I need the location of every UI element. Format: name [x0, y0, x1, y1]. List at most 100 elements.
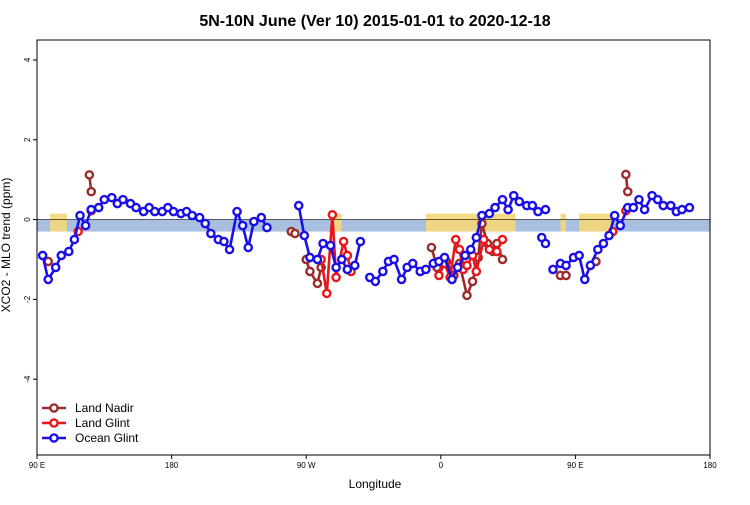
series-2-point-2-20: [490, 202, 500, 213]
series-2-point-2-2: [378, 266, 388, 277]
series-2-point-1-9: [350, 260, 360, 271]
legend-marker-1: [49, 418, 59, 428]
series-0-point-2-1: [290, 228, 300, 239]
series-2-point-0-6: [75, 210, 85, 221]
series-2-point-4-5: [579, 274, 590, 285]
series-2-point-4-11: [615, 220, 626, 231]
land-mask-2: [425, 213, 516, 232]
series-0-point-5-1: [561, 270, 571, 281]
series-1-point-2-3: [331, 272, 341, 283]
legend-marker-0: [49, 403, 59, 413]
series-2-point-4-17: [652, 194, 663, 205]
y-tick-label-2: 0: [23, 217, 32, 222]
series-2-point-0-7: [80, 220, 91, 231]
x-tick-label-0: 90 E: [29, 461, 45, 470]
plot-frame: [36, 39, 711, 456]
legend-label-1: Land Glint: [75, 416, 130, 430]
series-2-point-2-1: [370, 276, 381, 287]
series-1-point-3-0: [434, 270, 444, 281]
series-2-point-0-30: [224, 244, 235, 255]
series-2-point-0-36: [262, 222, 272, 233]
series-2-point-2-5: [396, 274, 407, 285]
plot-area: [37, 169, 710, 301]
chart-title: 5N-10N June (Ver 10) 2015-01-01 to 2020-…: [199, 13, 550, 30]
series-2-point-4-13: [628, 202, 639, 213]
series-0-point-4-6: [462, 290, 472, 301]
series-2-point-0-25: [194, 212, 205, 223]
series-1-point-3-9: [478, 234, 489, 245]
series-2-point-2-12: [439, 252, 450, 263]
series-2-point-4-10: [609, 210, 620, 221]
legend-label-2: Ocean Glint: [75, 431, 139, 445]
series-2-point-2-27: [533, 206, 543, 217]
x-tick-label-5: 180: [703, 461, 717, 470]
series-2-point-0-15: [131, 202, 141, 213]
series-2-point-0-13: [118, 194, 128, 205]
series-2-point-0-8: [86, 204, 97, 215]
series-2-point-4-21: [677, 204, 687, 215]
series-2-point-0-3: [56, 250, 67, 261]
x-tick-label-2: 90 W: [297, 461, 316, 470]
series-2-point-1-1: [299, 230, 310, 241]
series-2-point-2-16: [465, 244, 476, 255]
series-2-point-2-14: [452, 262, 463, 273]
series-2-point-4-8: [598, 238, 609, 249]
land-mask-1: [330, 213, 342, 232]
series-1-point-2-4: [338, 236, 349, 247]
series-1-point-2-2: [327, 209, 338, 220]
y-axis-label: XCO2 - MLO trend (ppm): [0, 178, 13, 313]
series-0-point-1-1: [86, 186, 97, 197]
series-2-point-1-7: [336, 254, 347, 265]
land-mask-0: [50, 213, 67, 232]
series-2-point-0-35: [256, 212, 267, 223]
series-0-point-7-0: [621, 169, 631, 180]
series-0-point-4-13: [497, 254, 508, 265]
series-2-point-0-2: [50, 262, 61, 273]
series-2-point-0-26: [200, 218, 211, 229]
series-2-point-2-7: [407, 258, 418, 269]
series-2: [37, 190, 695, 287]
series-2-point-2-28: [540, 204, 551, 215]
series-2-point-1-2: [305, 252, 315, 263]
series-2-point-0-24: [187, 210, 197, 221]
series-0-line-3: [304, 259, 323, 285]
series-1-point-3-6: [462, 260, 472, 271]
series-2-point-2-26: [527, 200, 538, 211]
series-2-point-1-6: [331, 262, 341, 273]
series-0-point-3-2: [312, 278, 323, 289]
series-2-point-4-4: [574, 250, 584, 261]
series-0-point-3-1: [305, 266, 315, 277]
series-2-point-0-21: [168, 206, 179, 217]
series-2-point-0-31: [232, 206, 242, 217]
land-mask-4: [579, 213, 611, 232]
background-band: [37, 219, 710, 232]
series-1-point-3-8: [471, 266, 482, 277]
series-2-point-4-6: [585, 260, 596, 271]
series-0-point-4-7: [467, 276, 478, 287]
x-tick-label-1: 180: [165, 461, 179, 470]
series-2-point-2-24: [514, 196, 525, 207]
series-2-point-0-33: [243, 242, 254, 253]
x-axis-label: Longitude: [349, 477, 402, 491]
y-tick-label-1: -2: [23, 295, 32, 303]
series-2-point-0-10: [99, 194, 110, 205]
series-2-point-0-4: [63, 246, 74, 257]
x-tick-label-4: 90 E: [567, 461, 583, 470]
series-2-point-1-10: [355, 236, 366, 247]
series-2-point-0-32: [237, 220, 248, 231]
series-0-point-4-0: [426, 242, 437, 253]
series-2-point-2-23: [508, 190, 519, 201]
y-tick-label-3: 2: [23, 137, 32, 142]
series-2-point-1-8: [342, 264, 353, 275]
series-2-point-2-15: [460, 250, 470, 261]
series-0-point-1-0: [84, 170, 95, 180]
series-2-point-3-1: [540, 238, 551, 249]
series-2-point-2-9: [421, 264, 431, 275]
x-tick-label-3: 0: [439, 461, 444, 470]
y-tick-label-4: 4: [23, 57, 32, 62]
legend-marker-2: [49, 433, 59, 443]
series-2-point-1-0: [293, 200, 304, 211]
